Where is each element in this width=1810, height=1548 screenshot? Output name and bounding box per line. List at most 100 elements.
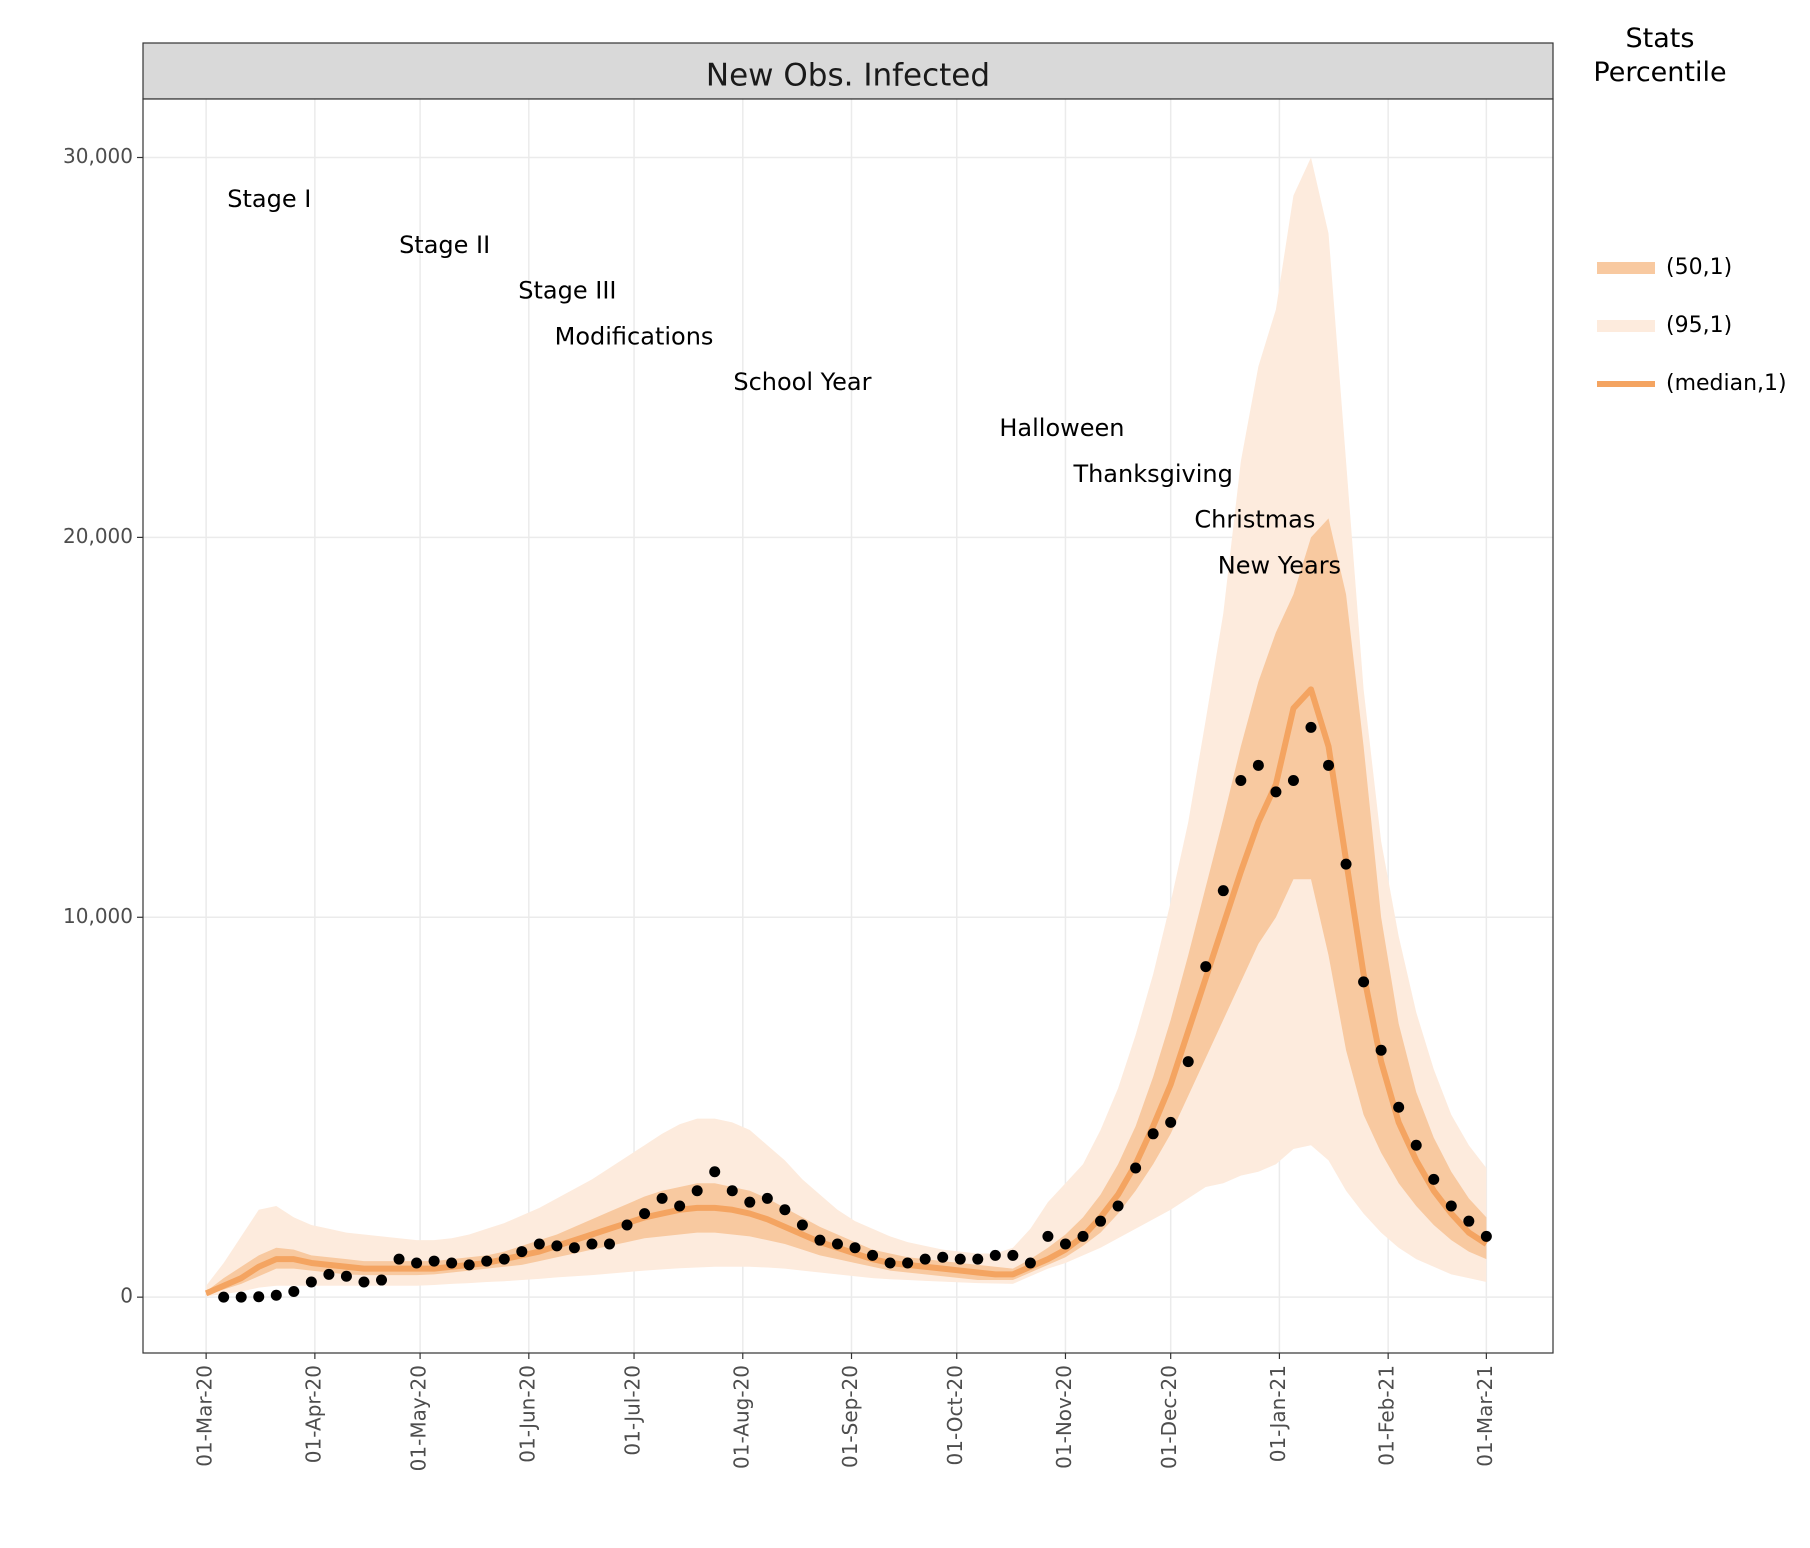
observed-point (428, 1255, 440, 1267)
observed-point (744, 1196, 756, 1208)
x-tick-label: 01-Oct-20 (943, 1365, 967, 1465)
legend-label: (95,1) (1666, 313, 1732, 338)
observed-point (1182, 1056, 1194, 1068)
observed-point (1375, 1044, 1387, 1056)
observed-point (1480, 1230, 1492, 1242)
observed-point (463, 1259, 475, 1271)
observed-point (726, 1185, 738, 1197)
y-tick-label: 0 (120, 1284, 133, 1308)
observed-point (1287, 775, 1299, 787)
observed-point (902, 1257, 914, 1269)
observed-point (1428, 1173, 1440, 1185)
observed-point (1393, 1101, 1405, 1113)
annotation: Modifications (555, 322, 714, 350)
observed-point (516, 1246, 528, 1258)
legend-key (1597, 262, 1655, 274)
legend-title: Stats Percentile (1593, 23, 1727, 88)
x-tick-label: 01-Mar-20 (193, 1365, 217, 1467)
y-tick-label: 10,000 (63, 904, 133, 928)
annotation: Stage II (399, 231, 490, 259)
observed-point (270, 1289, 282, 1301)
observed-point (814, 1234, 826, 1246)
observed-point (1410, 1139, 1422, 1151)
y-tick-label: 20,000 (63, 524, 133, 548)
observed-point (253, 1291, 265, 1303)
observed-point (1165, 1116, 1177, 1128)
x-tick-label: 01-Apr-20 (301, 1365, 325, 1463)
legend-key (1597, 320, 1655, 332)
observed-point (954, 1253, 966, 1265)
observed-point (1463, 1215, 1475, 1227)
observed-point (1095, 1215, 1107, 1227)
observed-point (498, 1253, 510, 1265)
observed-point (1340, 858, 1352, 870)
x-tick-label: 01-Nov-20 (1052, 1365, 1076, 1469)
observed-point (1217, 885, 1229, 897)
legend-label: (50,1) (1666, 255, 1732, 280)
observed-point (586, 1238, 598, 1250)
observed-point (849, 1242, 861, 1254)
annotation: School Year (733, 368, 871, 396)
observed-point (1445, 1200, 1457, 1212)
x-tick-label: 01-Sep-20 (838, 1365, 862, 1468)
observed-point (1059, 1238, 1071, 1250)
marks (204, 157, 1492, 1303)
observed-point (1042, 1230, 1054, 1242)
annotation: Halloween (999, 414, 1124, 442)
chart-title: New Obs. Infected (706, 58, 990, 94)
x-tick-label: 01-Feb-21 (1375, 1365, 1399, 1466)
observed-point (393, 1253, 405, 1265)
observed-point (358, 1276, 370, 1288)
observed-point (972, 1253, 984, 1265)
observed-point (568, 1242, 580, 1254)
observed-point (1147, 1128, 1159, 1140)
observed-point (376, 1274, 388, 1286)
annotation: Thanksgiving (1072, 460, 1232, 488)
observed-point (937, 1251, 949, 1263)
annotation: Christmas (1194, 506, 1315, 534)
x-tick-label: 01-Dec-20 (1157, 1365, 1181, 1469)
observed-point (1235, 775, 1247, 787)
observed-point (867, 1249, 879, 1261)
y-tick-label: 30,000 (63, 144, 133, 168)
observed-point (621, 1219, 633, 1231)
observed-point (1323, 759, 1335, 771)
observed-point (1200, 961, 1212, 973)
x-tick-label: 01-Aug-20 (729, 1365, 753, 1469)
observed-point (1077, 1230, 1089, 1242)
observed-point (446, 1257, 458, 1269)
annotation: Stage I (227, 185, 311, 213)
observed-point (1130, 1162, 1142, 1174)
observed-point (691, 1185, 703, 1197)
observed-point (551, 1240, 563, 1252)
panel-border (142, 98, 1554, 1354)
observed-point (1270, 786, 1282, 798)
observed-point (674, 1200, 686, 1212)
observed-point (1112, 1200, 1124, 1212)
observed-point (709, 1166, 721, 1178)
observed-point (288, 1285, 300, 1297)
observed-point (533, 1238, 545, 1250)
observed-point (1252, 759, 1264, 771)
x-tick-label: 01-Jun-20 (515, 1365, 539, 1463)
annotation: New Years (1218, 551, 1341, 579)
observed-point (235, 1291, 247, 1303)
observed-point (411, 1257, 423, 1269)
observed-point (340, 1270, 352, 1282)
observed-point (656, 1192, 668, 1204)
x-tick-label: 01-Jan-21 (1266, 1365, 1290, 1462)
observed-point (919, 1253, 931, 1265)
grid (143, 99, 1553, 1353)
observed-point (1024, 1257, 1036, 1269)
observed-point (603, 1238, 615, 1250)
observed-point (779, 1204, 791, 1216)
observed-point (305, 1276, 317, 1288)
x-tick-label: 01-May-20 (407, 1365, 431, 1471)
observed-point (1007, 1249, 1019, 1261)
observed-point (323, 1268, 335, 1280)
axes: 0 10,000 20,000 30,000 01-Mar-20 01-Apr-20 01-… (63, 144, 1787, 1471)
observed-point (989, 1249, 1001, 1261)
observed-point (1358, 976, 1370, 988)
observed-point (481, 1255, 493, 1267)
x-tick-label: 01-Jul-20 (621, 1365, 645, 1456)
